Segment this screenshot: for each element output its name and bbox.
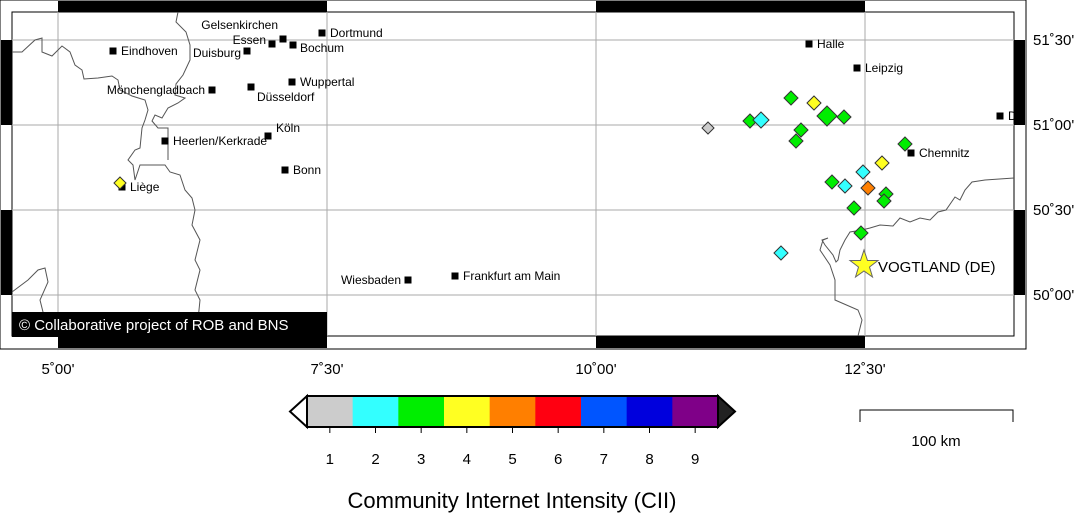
lon-tick-label: 7˚30' [311, 361, 344, 378]
city-label: Frankfurt am Main [463, 269, 560, 283]
observation-diamond[interactable] [874, 155, 890, 171]
colorbar-label: 1 [326, 451, 334, 468]
city-marker-icon [907, 149, 915, 157]
city-label: Gelsenkirchen [201, 18, 278, 32]
credit-text: © Collaborative project of ROB and BNS [19, 317, 289, 334]
city-marker-icon [805, 40, 813, 48]
city-label: Chemnitz [919, 146, 970, 160]
colorbar-label: 6 [554, 451, 562, 468]
city-marker-icon [161, 137, 169, 145]
city-label: Duisburg [193, 46, 241, 60]
observations [113, 90, 913, 261]
city-label: Wiesbaden [341, 273, 401, 287]
scale-label: 100 km [911, 433, 960, 450]
city-label: Halle [817, 37, 845, 51]
lon-tick-label: 10˚00' [575, 361, 616, 378]
city-marker-icon [289, 41, 297, 49]
city-marker-icon [279, 35, 287, 43]
colorbar-label: 9 [691, 451, 699, 468]
city-marker-icon [208, 86, 216, 94]
city-label: Essen [233, 33, 266, 47]
colorbar-swatch [307, 396, 354, 427]
city-label: Heerlen/Kerkrade [173, 134, 267, 148]
city-label: Köln [276, 121, 300, 135]
city-marker-icon [109, 47, 117, 55]
observation-diamond[interactable] [816, 105, 838, 127]
legend-title: Community Internet Intensity (CII) [348, 488, 677, 513]
colorbar-swatch [398, 396, 445, 427]
observation-diamond[interactable] [793, 122, 809, 138]
colorbar-label: 7 [600, 451, 608, 468]
colorbar-label: 2 [371, 451, 379, 468]
lon-tick-label: 12˚30' [844, 361, 885, 378]
colorbar-swatch [489, 396, 536, 427]
city-label: Eindhoven [121, 44, 178, 58]
observation-diamond[interactable] [876, 193, 892, 209]
colorbar-swatch [352, 396, 399, 427]
city-marker-icon [268, 40, 276, 48]
map-frame [0, 0, 1027, 350]
colorbar-label: 8 [645, 451, 653, 468]
observation-diamond[interactable] [855, 164, 871, 180]
observation-diamond[interactable] [113, 176, 127, 190]
city-marker-icon [247, 83, 255, 91]
observation-diamond[interactable] [701, 121, 715, 135]
city-label: D [1008, 109, 1017, 123]
lon-tick-label: 5˚00' [42, 361, 75, 378]
colorbar-label: 5 [508, 451, 516, 468]
observation-diamond[interactable] [824, 174, 840, 190]
colorbar-high-triangle [717, 393, 737, 430]
epicenter-star-icon [848, 248, 880, 279]
city-marker-icon [853, 64, 861, 72]
lat-tick-label: 51˚00' [1033, 117, 1074, 134]
axis-ticks: 5˚00' 7˚30' 10˚00' 12˚30' 51˚30' 51˚00' 50˚30'… [42, 32, 1075, 378]
lat-tick-label: 51˚30' [1033, 32, 1074, 49]
credit-box: © Collaborative project of ROB and BNS [12, 312, 327, 337]
epicenter[interactable]: VOGTLAND (DE) [848, 248, 996, 279]
city-marker-icon [243, 47, 251, 55]
graticule [12, 12, 1014, 336]
colorbar: 1 2 3 4 5 6 7 8 9 Community Internet Intensity (… [288, 393, 737, 513]
scale-bar: 100 km [859, 409, 1014, 450]
city-label: Düsseldorf [257, 90, 315, 104]
city-marker-icon [996, 112, 1004, 120]
colorbar-swatch [626, 396, 673, 427]
observation-diamond[interactable] [897, 136, 913, 152]
colorbar-label: 4 [463, 451, 471, 468]
city-label: Mönchengladbach [107, 83, 205, 97]
observation-diamond[interactable] [773, 245, 789, 261]
observation-diamond[interactable] [783, 90, 799, 106]
observation-diamond[interactable] [788, 133, 804, 149]
lat-tick-label: 50˚30' [1033, 202, 1074, 219]
city-label: Leipzig [865, 61, 903, 75]
colorbar-swatch [535, 396, 582, 427]
epicenter-label: VOGTLAND (DE) [878, 259, 996, 276]
city-label: Liège [130, 180, 160, 194]
city-label: Bonn [293, 163, 321, 177]
city-label: Bochum [300, 41, 344, 55]
city-marker-icon [451, 272, 459, 280]
city-label: Wuppertal [300, 75, 354, 89]
observation-diamond[interactable] [752, 111, 770, 129]
city-label: Dortmund [330, 26, 383, 40]
colorbar-low-triangle [288, 393, 308, 430]
observation-diamond[interactable] [806, 95, 822, 111]
observation-diamond[interactable] [853, 225, 869, 241]
city-marker-icon [318, 29, 326, 37]
colorbar-swatch [581, 396, 628, 427]
city-marker-icon [404, 276, 412, 284]
colorbar-swatch [444, 396, 491, 427]
colorbar-swatch [672, 396, 719, 427]
lat-tick-label: 50˚00' [1033, 287, 1074, 304]
city-marker-icon [281, 166, 289, 174]
observation-diamond[interactable] [837, 178, 853, 194]
city-marker-icon [264, 132, 272, 140]
city-marker-icon [288, 78, 296, 86]
observation-diamond[interactable] [846, 200, 862, 216]
colorbar-label: 3 [417, 451, 425, 468]
observation-diamond[interactable] [860, 180, 876, 196]
observation-diamond[interactable] [836, 109, 852, 125]
